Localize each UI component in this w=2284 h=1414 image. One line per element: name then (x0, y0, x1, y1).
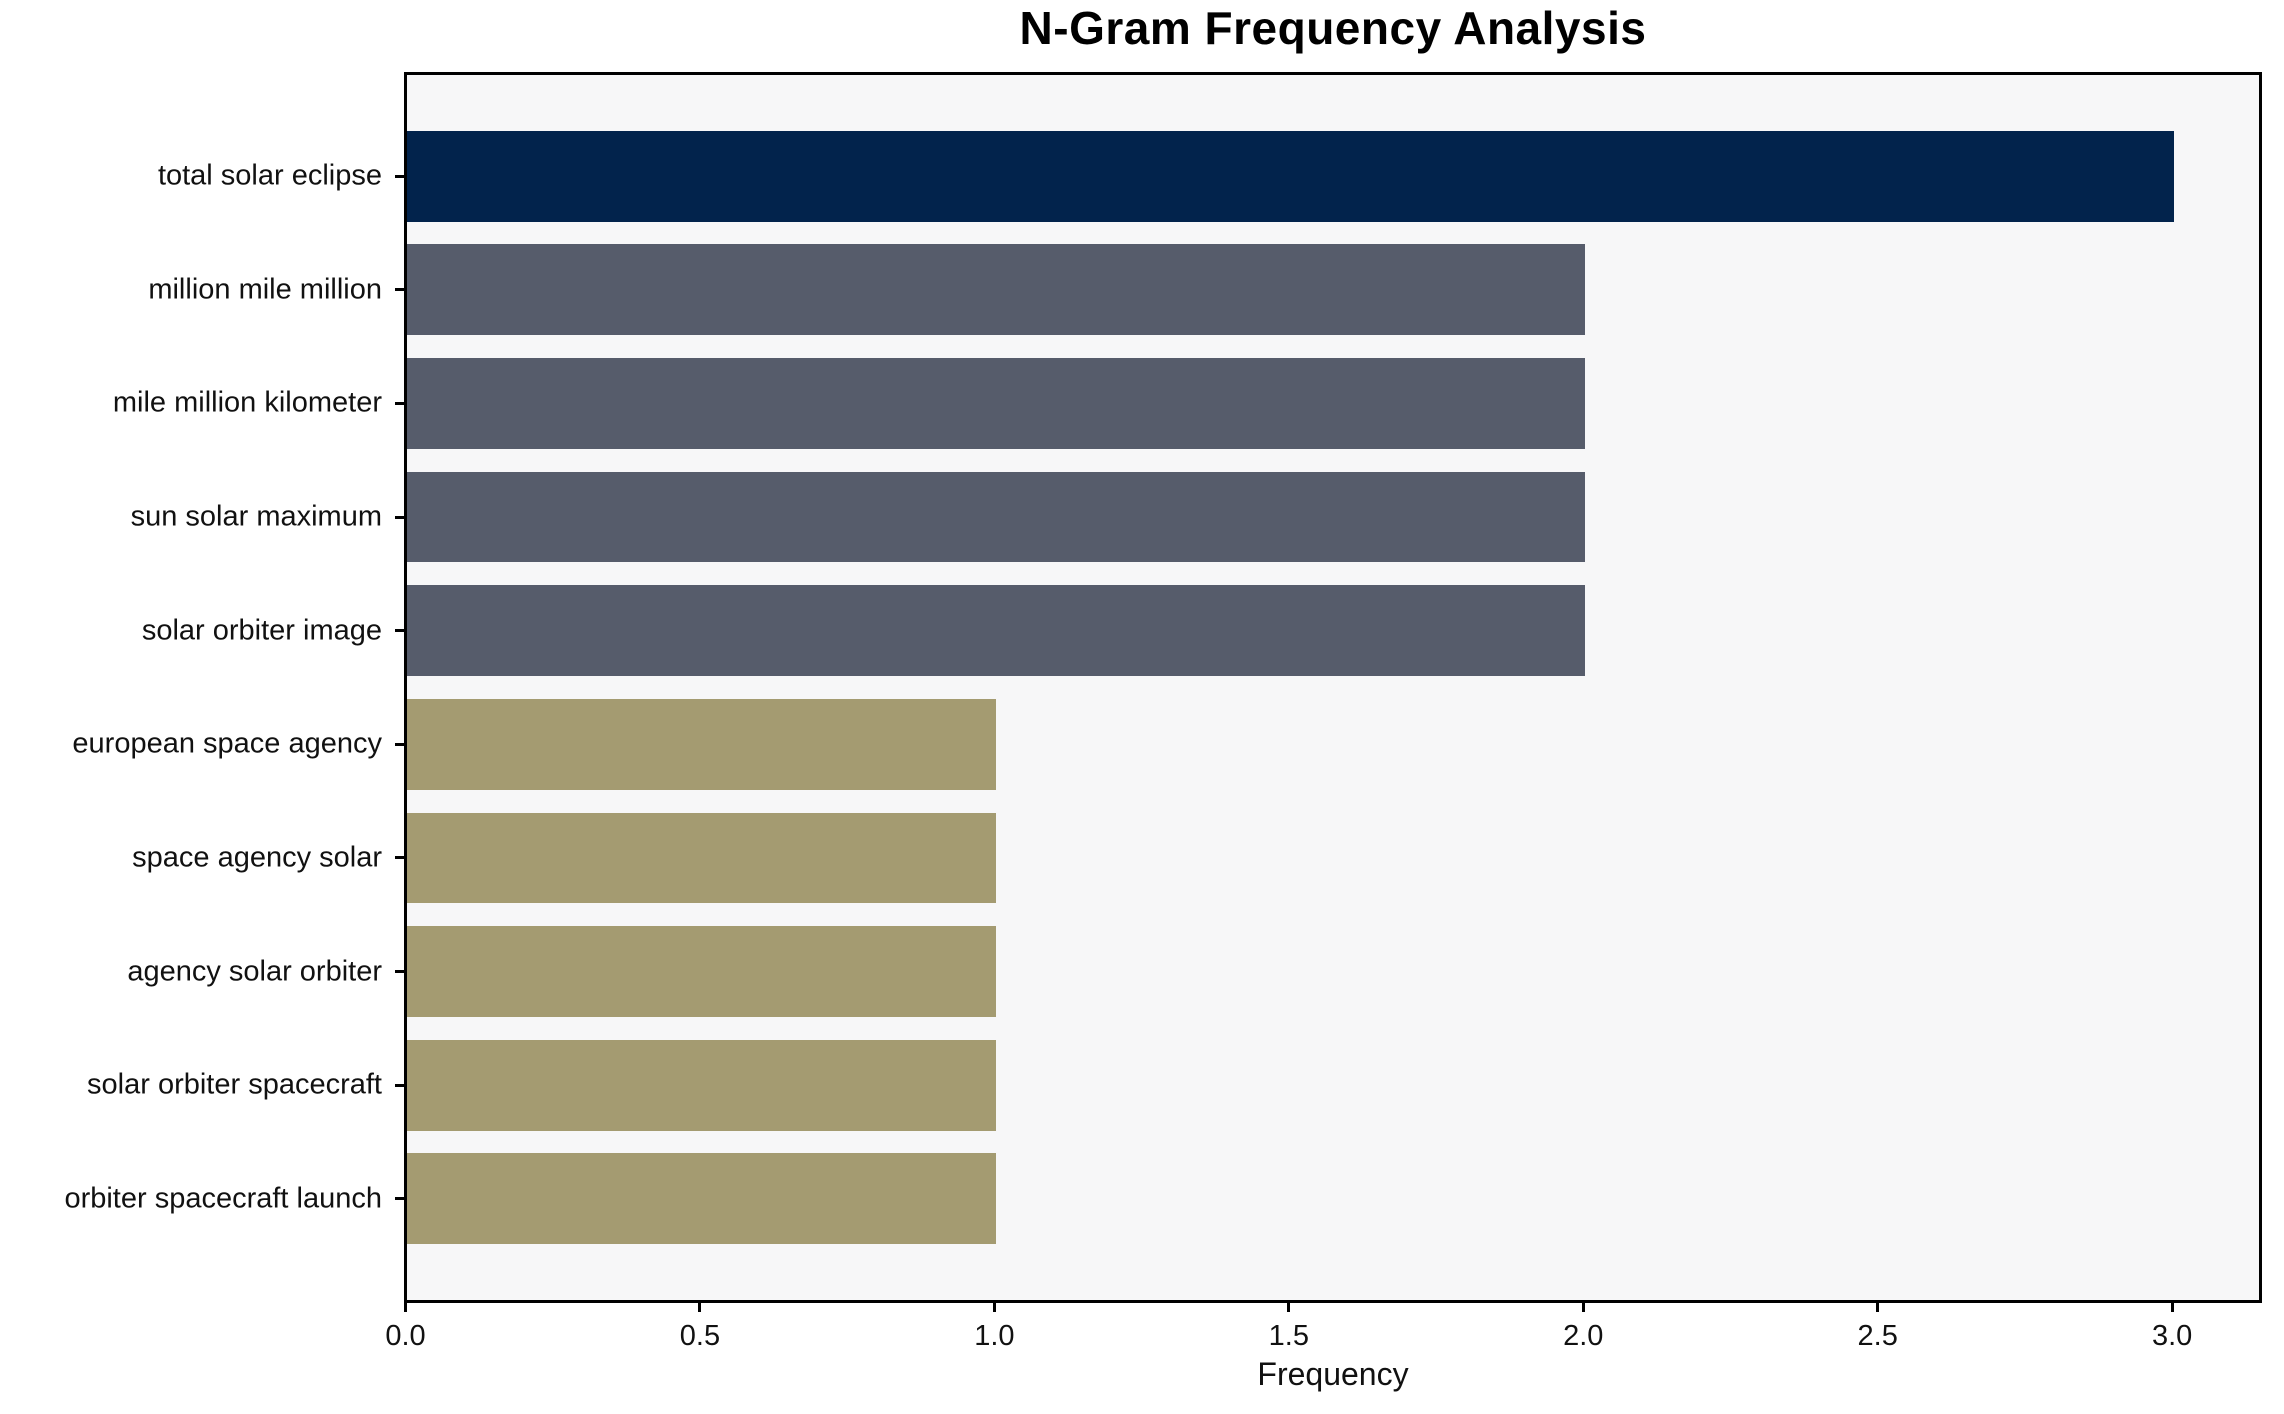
y-tick-mark (395, 970, 404, 974)
bar (407, 812, 996, 904)
bars-layer (407, 75, 2259, 1300)
y-tick-mark (395, 288, 404, 292)
y-tick-mark (395, 174, 404, 178)
y-tick-mark (395, 629, 404, 633)
x-tick-label: 0.0 (385, 1320, 426, 1352)
y-tick-mark (395, 856, 404, 860)
x-tick-label: 1.0 (974, 1320, 1015, 1352)
bar (407, 1039, 996, 1131)
x-tick-mark (1287, 1303, 1291, 1312)
bar (407, 698, 996, 790)
x-tick-label: 3.0 (2151, 1320, 2193, 1352)
bar (407, 471, 1585, 563)
bar (407, 130, 2174, 222)
x-tick-mark (2170, 1303, 2174, 1312)
x-tick-label: 1.5 (1268, 1320, 1309, 1352)
x-tick-label: 2.5 (1857, 1320, 1898, 1352)
category-label: orbiter spacecraft launch (64, 1182, 382, 1215)
category-label: total solar eclipse (157, 159, 382, 192)
x-tick-mark (992, 1303, 996, 1312)
x-tick-mark (1581, 1303, 1585, 1312)
y-tick-mark (395, 515, 404, 519)
y-tick-mark (395, 401, 404, 405)
bar (407, 1153, 996, 1245)
x-axis-label: Frequency (1257, 1356, 1409, 1392)
chart-title: N-Gram Frequency Analysis (1019, 2, 1647, 54)
bar (407, 585, 1585, 677)
bar (407, 926, 996, 1018)
x-tick-label: 2.0 (1563, 1320, 1604, 1352)
y-tick-mark (395, 1083, 404, 1087)
y-tick-mark (395, 742, 404, 746)
category-label: mile million kilometer (112, 386, 382, 419)
category-label: agency solar orbiter (127, 955, 382, 988)
x-tick-label: 0.5 (679, 1320, 721, 1352)
bar (407, 244, 1585, 336)
category-label: solar orbiter image (141, 614, 382, 647)
category-label: space agency solar (132, 841, 382, 874)
y-tick-mark (395, 1197, 404, 1201)
x-tick-mark (404, 1303, 407, 1312)
bar (407, 357, 1585, 449)
x-tick-mark (1876, 1303, 1880, 1312)
category-label: sun solar maximum (130, 500, 382, 533)
x-tick-mark (698, 1303, 702, 1312)
category-label: million mile million (148, 273, 382, 306)
category-label: european space agency (72, 727, 382, 760)
category-label: solar orbiter spacecraft (87, 1068, 382, 1101)
plot-area (404, 72, 2262, 1303)
y-axis-labels: total solar eclipse million mile million m… (0, 72, 382, 1303)
